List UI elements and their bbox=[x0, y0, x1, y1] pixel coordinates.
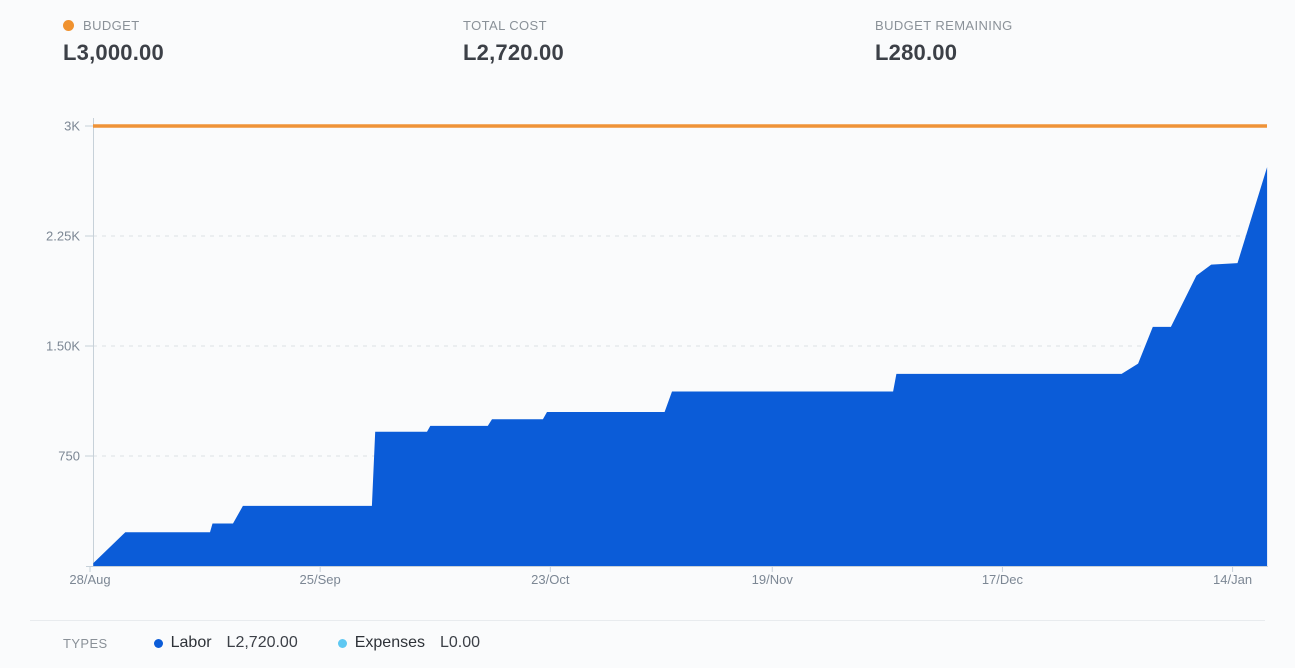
x-axis-label: 25/Sep bbox=[300, 572, 341, 587]
budget-stat-value: L3,000.00 bbox=[63, 40, 164, 65]
budget-remaining-stat-label: BUDGET REMAINING bbox=[875, 17, 1013, 33]
x-axis-label: 17/Dec bbox=[982, 572, 1024, 587]
expenses-dot-icon bbox=[337, 638, 347, 648]
chart-legend: TYPES Labor L2,720.00 Expenses L0.00 bbox=[63, 633, 520, 653]
legend-divider bbox=[30, 620, 1265, 621]
area-series-labor bbox=[93, 167, 1268, 566]
stat-budget-remaining-label-row: BUDGET REMAINING bbox=[875, 17, 1013, 33]
stat-budget: BUDGET L3,000.00 bbox=[63, 17, 164, 66]
x-axis-label: 23/Oct bbox=[531, 572, 570, 587]
stat-total-cost: TOTAL COST L2,720.00 bbox=[463, 17, 564, 66]
total-cost-stat-value: L2,720.00 bbox=[463, 40, 564, 65]
stat-total-cost-label-row: TOTAL COST bbox=[463, 17, 564, 33]
x-axis-label: 28/Aug bbox=[69, 572, 110, 587]
legend-item-labor[interactable]: Labor L2,720.00 bbox=[153, 634, 298, 652]
y-axis-label: 2.25K bbox=[46, 229, 80, 244]
labor-legend-label: Labor bbox=[170, 634, 212, 651]
y-axis-label: 750 bbox=[58, 449, 80, 464]
stat-budget-label-row: BUDGET bbox=[63, 17, 164, 33]
legend-title: TYPES bbox=[63, 635, 108, 651]
budget-burnup-area-chart: 3K 2.25K 1.50K 750 28/Aug 25/Sep 23/Oct 19/Nov 1… bbox=[46, 118, 1268, 587]
stat-budget-remaining: BUDGET REMAINING L280.00 bbox=[875, 17, 1013, 66]
y-axis-label: 3K bbox=[64, 119, 80, 134]
x-axis-label: 14/Jan bbox=[1213, 572, 1252, 587]
budget-remaining-stat-value: L280.00 bbox=[875, 40, 958, 65]
labor-dot-icon bbox=[153, 638, 163, 648]
x-axis-label: 19/Nov bbox=[752, 572, 794, 587]
expenses-legend-value: L0.00 bbox=[440, 634, 481, 651]
total-cost-stat-label: TOTAL COST bbox=[463, 17, 547, 33]
budget-stat-label: BUDGET bbox=[83, 17, 140, 33]
labor-legend-value: L2,720.00 bbox=[226, 634, 298, 651]
legend-item-expenses[interactable]: Expenses L0.00 bbox=[337, 634, 481, 652]
expenses-legend-label: Expenses bbox=[354, 634, 425, 651]
budget-dot-icon bbox=[63, 19, 74, 31]
y-axis-label: 1.50K bbox=[46, 339, 80, 354]
